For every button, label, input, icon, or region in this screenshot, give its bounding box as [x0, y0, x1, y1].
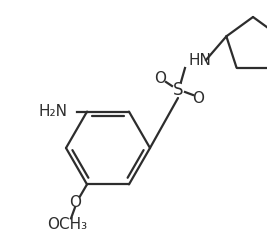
- Text: H₂N: H₂N: [38, 104, 67, 119]
- Text: O: O: [192, 90, 204, 105]
- Text: O: O: [154, 70, 166, 85]
- Text: O: O: [69, 195, 81, 210]
- Text: HN: HN: [188, 53, 211, 67]
- Text: OCH₃: OCH₃: [47, 217, 87, 232]
- Text: S: S: [173, 81, 183, 99]
